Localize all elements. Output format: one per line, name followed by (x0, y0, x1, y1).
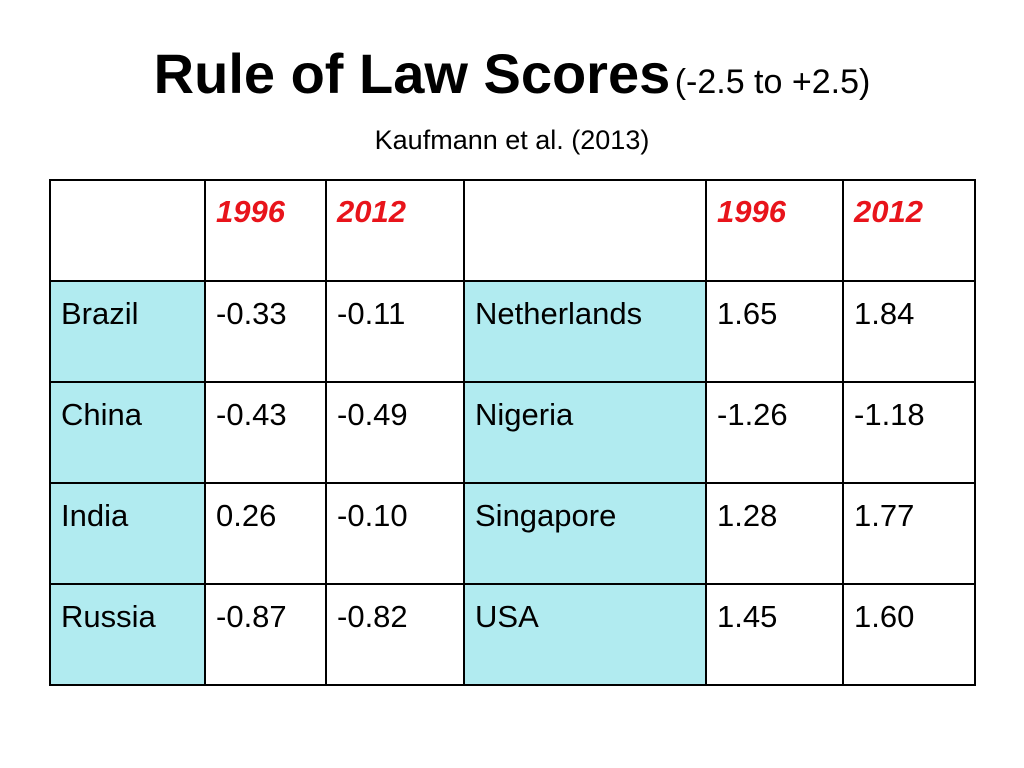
title-line: Rule of Law Scores (-2.5 to +2.5) (0, 42, 1024, 121)
score-cell: 1.65 (705, 280, 844, 383)
page-title: Rule of Law Scores (153, 42, 671, 105)
header-year-1996-right: 1996 (705, 179, 844, 282)
country-cell: USA (463, 583, 707, 686)
header-year-2012-left: 2012 (325, 179, 465, 282)
table-row: Russia -0.87 -0.82 USA 1.45 1.60 (49, 583, 976, 686)
score-cell: 1.28 (705, 482, 844, 585)
country-cell: China (49, 381, 206, 484)
score-cell: 1.60 (842, 583, 976, 686)
score-cell: -0.87 (204, 583, 327, 686)
title-block: Rule of Law Scores (-2.5 to +2.5) Kaufma… (0, 42, 1024, 155)
source-citation: Kaufmann et al. (2013) (374, 125, 650, 155)
table-header-row: 1996 2012 1996 2012 (49, 179, 976, 282)
score-range: (-2.5 to +2.5) (674, 63, 871, 101)
country-cell: Brazil (49, 280, 206, 383)
score-cell: -1.18 (842, 381, 976, 484)
score-cell: 0.26 (204, 482, 327, 585)
table-row: India 0.26 -0.10 Singapore 1.28 1.77 (49, 482, 976, 585)
header-blank-right (463, 179, 707, 282)
country-cell: Singapore (463, 482, 707, 585)
country-cell: Russia (49, 583, 206, 686)
score-cell: -0.10 (325, 482, 465, 585)
country-cell: India (49, 482, 206, 585)
score-cell: -0.43 (204, 381, 327, 484)
table-row: Brazil -0.33 -0.11 Netherlands 1.65 1.84 (49, 280, 976, 383)
score-cell: -0.49 (325, 381, 465, 484)
score-cell: -0.33 (204, 280, 327, 383)
table-row: China -0.43 -0.49 Nigeria -1.26 -1.18 (49, 381, 976, 484)
score-cell: 1.77 (842, 482, 976, 585)
score-cell: -1.26 (705, 381, 844, 484)
score-cell: 1.45 (705, 583, 844, 686)
country-cell: Nigeria (463, 381, 707, 484)
header-year-2012-right: 2012 (842, 179, 976, 282)
header-blank-left (49, 179, 206, 282)
score-cell: -0.82 (325, 583, 465, 686)
header-year-1996-left: 1996 (204, 179, 327, 282)
rule-of-law-table: 1996 2012 1996 2012 Brazil -0.33 -0.11 N… (49, 179, 976, 686)
score-cell: 1.84 (842, 280, 976, 383)
country-cell: Netherlands (463, 280, 707, 383)
score-cell: -0.11 (325, 280, 465, 383)
